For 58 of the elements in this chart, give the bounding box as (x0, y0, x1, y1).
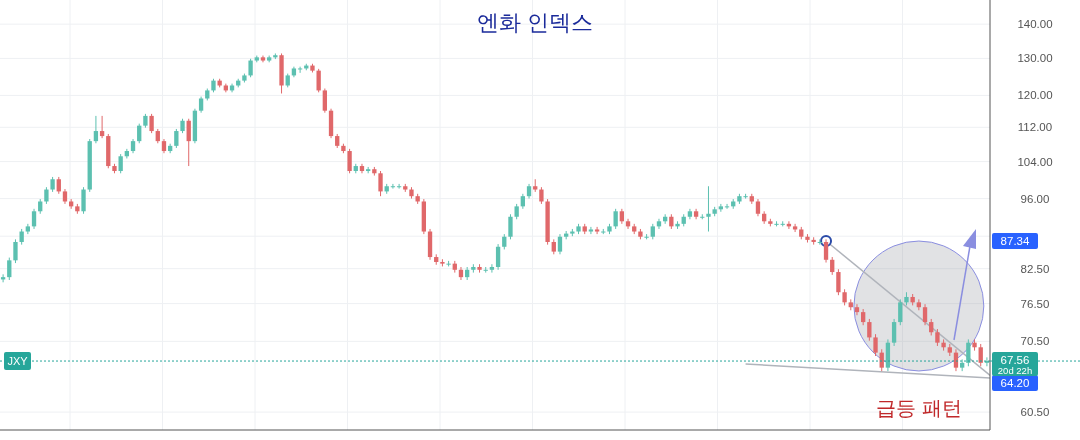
candlestick (316, 68, 321, 93)
y-tick-label: 130.00 (1017, 52, 1053, 65)
candlestick (724, 203, 730, 210)
candlestick (792, 223, 798, 233)
candlestick (966, 338, 971, 367)
candlestick (873, 333, 878, 357)
y-tick-label: 82.50 (1020, 262, 1050, 275)
candlestick (922, 303, 928, 326)
candlestick (656, 218, 662, 230)
candlestick (7, 257, 12, 281)
annotation: 급등 패턴 (875, 396, 963, 420)
candlestick (898, 298, 903, 326)
candlestick (186, 118, 191, 167)
y-tick-label: 120.00 (1017, 89, 1053, 102)
candlestick (174, 128, 179, 149)
candlestick (557, 233, 563, 255)
candlestick (378, 170, 383, 197)
candlestick (13, 238, 18, 264)
candlestick (613, 208, 618, 230)
candlestick (836, 268, 841, 296)
candlestick (390, 183, 396, 190)
candlestick (495, 243, 501, 271)
candlestick (347, 148, 352, 174)
candlestick (31, 208, 37, 230)
candlestick (867, 318, 872, 342)
candlestick (891, 318, 897, 347)
candlestick (322, 88, 328, 114)
candlestick (149, 113, 154, 134)
text: 64.20 (1000, 377, 1030, 389)
candlestick (854, 303, 860, 316)
candlestick (81, 186, 86, 215)
y-tick-label: 112.00 (1017, 121, 1053, 134)
y-tick-label: 76.50 (1020, 297, 1050, 310)
text: 87.34 (1000, 235, 1030, 247)
text: 엔화 인덱스 (476, 10, 594, 35)
y-tick-label: 70.50 (1020, 335, 1050, 348)
candlestick (248, 58, 253, 78)
candlestick (137, 123, 142, 144)
candlestick (588, 226, 594, 235)
ref-line-label: JXY (7, 355, 29, 368)
y-tick-label: 96.00 (1020, 192, 1050, 205)
candlestick (594, 226, 600, 235)
candlestick (625, 218, 631, 230)
candlestick (706, 185, 711, 233)
candlestick (396, 183, 402, 190)
candlestick (99, 115, 105, 139)
candlestick (93, 115, 99, 144)
y-tick-label: 140.00 (1017, 18, 1053, 31)
y-tick-label: 60.50 (1020, 406, 1050, 419)
candlestick (508, 213, 513, 240)
y-tick-label: 104.00 (1017, 155, 1053, 168)
candlestick (817, 238, 823, 246)
candlestick (489, 263, 495, 274)
candlestick (118, 153, 123, 174)
text: 20d 22h (997, 365, 1033, 377)
candlestick (823, 238, 829, 264)
text: 67.56 (1000, 354, 1030, 367)
candlestick (297, 66, 303, 74)
